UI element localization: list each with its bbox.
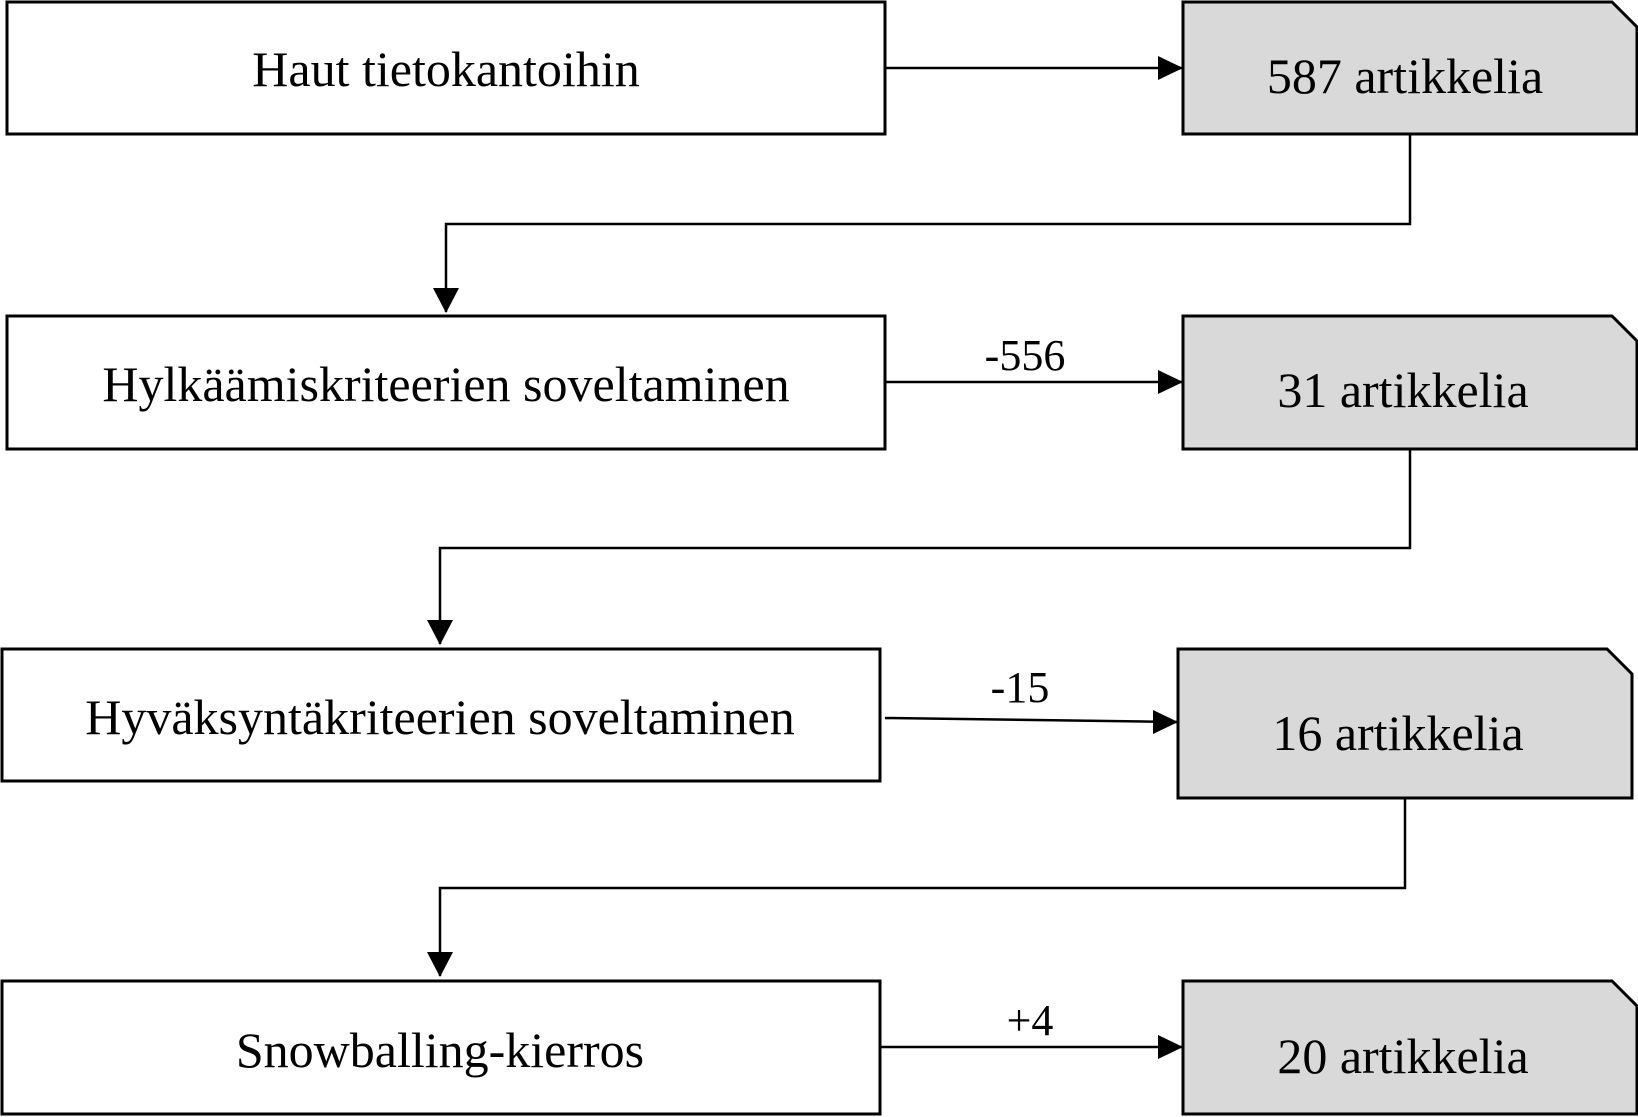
result-box-16: 16 artikkelia [1176,647,1634,800]
arrowhead-inclusion [1153,710,1178,734]
arrowhead-down-1 [433,288,459,313]
result-label-16: 16 artikkelia [1272,705,1523,761]
step-label-inclusion: Hyväksyntäkriteerien soveltaminen [85,689,795,745]
delta-inclusion: -15 [991,663,1050,712]
connector-2-to-3 [438,449,1412,644]
result-box-20: 20 artikkelia [1181,979,1638,1116]
delta-exclusion: -556 [985,331,1066,380]
arrowhead-search [1158,56,1183,80]
result-label-31: 31 artikkelia [1277,362,1528,418]
arrowhead-snowballing [1158,1035,1183,1059]
delta-snowballing: +4 [1007,996,1054,1045]
step-box-search: Haut tietokantoihin [5,0,887,136]
arrowhead-exclusion [1158,370,1183,394]
result-box-587: 587 artikkelia [1181,0,1638,136]
arrow-inclusion-to-result [884,716,1179,724]
connector-1-to-2 [444,134,1412,312]
arrowhead-down-2 [427,620,453,645]
result-label-20: 20 artikkelia [1277,1028,1528,1084]
step-label-search: Haut tietokantoihin [252,41,639,97]
step-label-exclusion: Hylkäämiskriteerien soveltaminen [102,356,789,412]
step-box-exclusion: Hylkäämiskriteerien soveltaminen [5,314,887,451]
arrowhead-down-3 [427,952,453,977]
result-label-587: 587 artikkelia [1267,48,1543,104]
step-box-snowballing: Snowballing-kierros [0,979,882,1116]
step-box-inclusion: Hyväksyntäkriteerien soveltaminen [0,647,882,783]
result-box-31: 31 artikkelia [1181,314,1638,451]
step-label-snowballing: Snowballing-kierros [236,1022,644,1078]
connector-3-to-4 [438,798,1407,976]
